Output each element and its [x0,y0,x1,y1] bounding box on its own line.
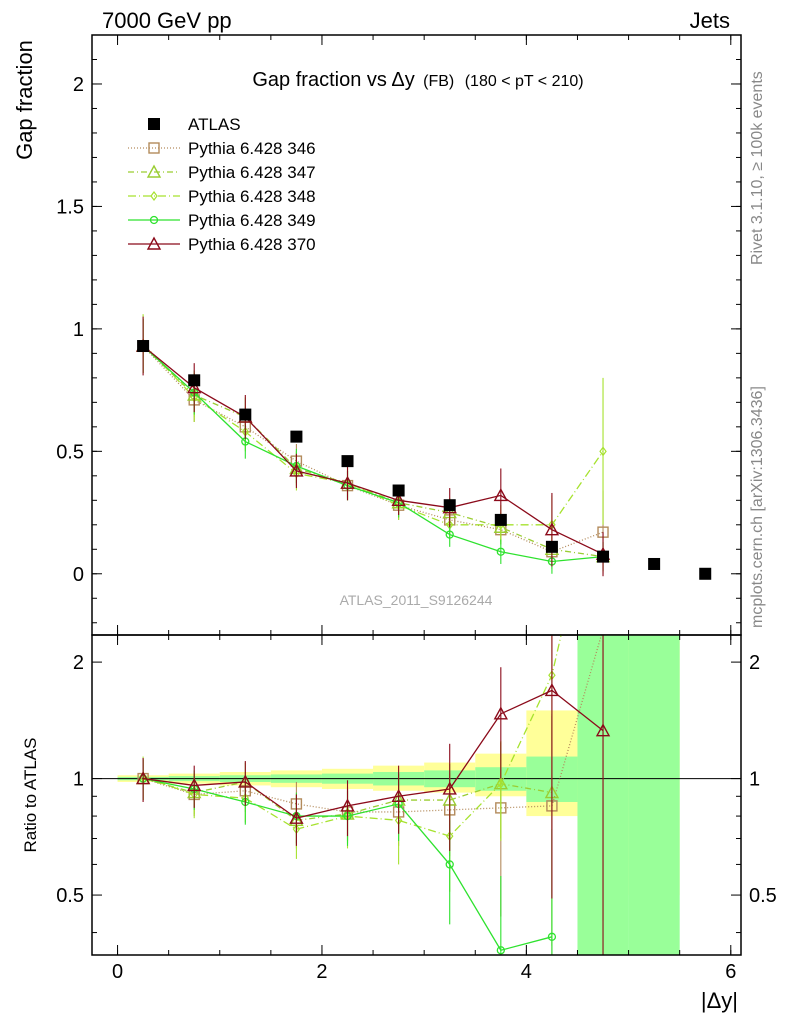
top-ytick-label: 2 [73,74,84,96]
series-line-p346 [142,345,604,553]
point-p370 [289,463,304,477]
header-left: 7000 GeV pp [102,8,232,33]
bottom-ylabel: Ratio to ATLAS [21,738,40,853]
point-p370 [340,475,355,489]
ratio-line-p347 [142,777,553,822]
legend-marker-atlas [148,118,160,130]
point-atlas [137,340,150,353]
side-text-top: Rivet 3.1.10, ≥ 100k events [749,71,766,265]
ratio-point-p370 [187,777,202,792]
point-atlas [392,484,405,497]
band-green [628,635,680,955]
series-line-p370 [142,345,604,555]
legend: ATLAS Pythia 6.428 346 Pythia 6.428 347 Pyt… [128,115,316,254]
point-p349 [496,547,505,556]
ratio-point-p370 [595,723,611,737]
ratio-point-p370 [544,682,560,697]
legend-label-p370: Pythia 6.428 370 [188,235,316,254]
point-p370 [544,522,560,536]
bottom-panel: 0.5 0.5 1 1 2 2 0 2 4 6 Ratio to ATLAS |Δy| [21,634,777,1013]
legend-marker-p347 [146,164,162,178]
legend-marker-p370 [146,236,162,250]
ratio-point-p370 [442,781,457,795]
title-cut: (180 < pT < 210) [465,73,584,90]
point-atlas [341,455,354,468]
ratio-point-p370 [135,771,151,785]
x-axis-label: |Δy| [701,988,738,1013]
bottom-panel-frame [91,634,742,956]
ratio-point-p349 [445,860,454,869]
top-ylabel: Gap fraction [12,40,37,160]
bottom-ytick-label-left: 0.5 [56,885,84,907]
series-line-p349 [142,345,604,563]
ratio-point-p348 [497,778,505,789]
point-p348 [599,446,607,457]
legend-label-p349: Pythia 6.428 349 [188,211,316,230]
series-line-p348 [142,343,604,526]
watermark: ATLAS_2011_S9126244 [340,592,493,608]
point-atlas [443,499,456,512]
top-panel: ATLAS_2011_S9126244 0 0.5 1 1.5 2 Gap fracti… [12,34,742,636]
chart-title: Gap fraction vs Δy (FB) (180 < pT < 210) [252,69,583,91]
ratio-point-p370 [238,774,253,788]
legend-marker-p346 [148,142,160,154]
legend-marker-p349 [149,215,159,225]
top-ytick-label: 0 [73,564,84,586]
ratio-line-p346 [142,635,603,813]
title-main: Gap fraction vs [252,69,387,91]
legend-marker-p348 [150,191,158,201]
point-atlas [494,513,507,526]
ratio-point-p370 [340,798,355,812]
legend-label-p348: Pythia 6.428 348 [188,187,316,206]
point-atlas [290,430,303,443]
title-fb: (FB) [423,73,454,90]
point-atlas [648,557,661,570]
ratio-point-p370 [289,810,304,824]
bottom-xtick-label: 4 [521,961,532,983]
bottom-ytick-label-right: 2 [749,652,760,674]
point-p370 [391,492,406,507]
ratio-point-p370 [391,788,406,802]
legend-label-p346: Pythia 6.428 346 [188,139,316,158]
point-atlas [545,540,558,553]
bottom-ytick-label-right: 0.5 [749,885,777,907]
ratio-line-p348 [142,635,562,837]
point-p370 [493,487,508,502]
bottom-xtick-label: 6 [725,961,736,983]
ratio-point-p349 [547,932,557,941]
title-dy: Δy [391,69,414,91]
top-ytick-label: 1 [73,319,84,341]
bottom-ytick-label-left: 2 [73,652,84,674]
ratio-point-p370 [493,706,508,720]
bottom-xtick-label: 2 [316,961,327,983]
side-text-bottom: mcplots.cern.ch [arXiv:1306.3436] [749,386,766,628]
top-ytick-label: 0.5 [56,441,84,463]
ratio-point-p349 [496,946,505,955]
legend-label-p347: Pythia 6.428 347 [188,163,316,182]
ratio-point-p346 [597,635,609,636]
header-right: Jets [690,8,730,33]
legend-label-atlas: ATLAS [188,115,241,134]
ratio-line-p370 [143,689,604,819]
top-ytick-label: 1.5 [56,196,84,218]
bottom-xtick-label: 0 [112,961,123,983]
series-line-p347 [142,345,604,558]
point-atlas [699,567,712,580]
point-p349 [445,530,454,539]
bottom-ytick-label-left: 1 [73,769,84,791]
point-atlas [597,550,610,563]
point-p370 [187,380,202,394]
point-atlas [239,408,252,421]
bottom-ytick-label-right: 1 [749,769,760,791]
point-atlas [188,374,201,387]
